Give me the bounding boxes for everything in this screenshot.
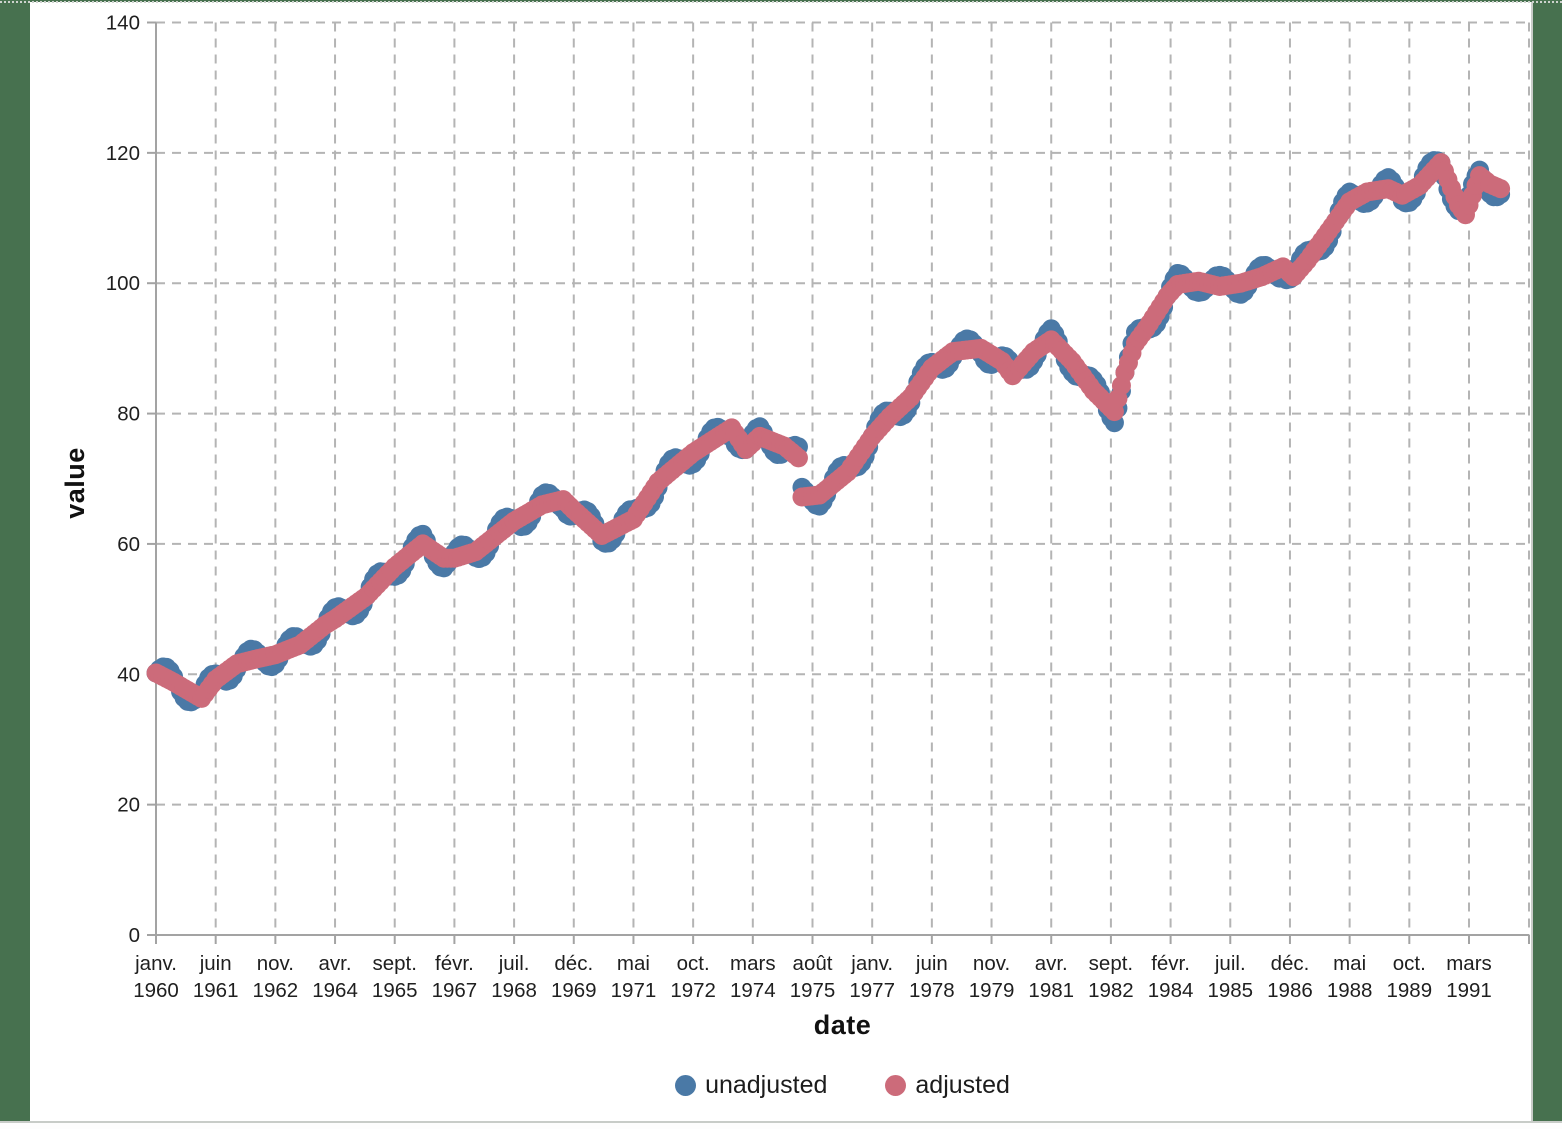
y-tick-label: 100 [106,272,140,295]
x-tick-label-month: juil. [1214,952,1246,975]
x-tick-label-month: déc. [1271,952,1310,975]
x-tick-label-year: 1967 [432,979,478,1002]
x-tick-label-month: nov. [257,952,294,975]
x-tick-label-month: févr. [1151,952,1190,975]
legend-item-adjusted: adjusted [885,1071,1010,1100]
legend: unadjusted adjusted [156,1068,1529,1102]
x-tick-label-month: juin [915,952,948,975]
x-tick-label-year: 1988 [1327,979,1373,1002]
x-tick-label-year: 1985 [1207,979,1253,1002]
y-tick-label: 120 [106,142,140,165]
x-tick-label-year: 1981 [1028,979,1074,1002]
x-tick-label-year: 1984 [1148,979,1194,1002]
x-tick-label-month: juil. [498,952,530,975]
x-tick-label-month: janv. [850,952,893,975]
x-tick-label-year: 1971 [611,979,657,1002]
x-tick-label-year: 1972 [670,979,716,1002]
x-tick-label-month: sept. [1089,952,1133,975]
y-tick-label: 60 [117,533,140,556]
x-tick-label-month: oct. [1393,952,1426,975]
panel-top-border [0,1,1562,3]
x-tick-label-month: mai [1333,952,1366,975]
x-tick-label-year: 1974 [730,979,776,1002]
axes [147,21,1530,944]
x-axis-title: date [813,1010,872,1040]
legend-label-unadjusted: unadjusted [705,1070,828,1099]
x-tick-label-year: 1960 [133,979,179,1002]
series-adjusted [146,153,1511,708]
series-unadjusted [146,151,1511,712]
x-tick-label-year: 1968 [491,979,537,1002]
y-tick-label: 0 [129,924,140,947]
panel-bottom-strip [0,1123,1562,1129]
gridlines [156,21,1530,935]
x-tick-label-month: déc. [554,952,593,975]
x-tick-label-month: sept. [373,952,417,975]
x-tick-label-year: 1961 [193,979,239,1002]
x-tick-label-year: 1979 [969,979,1015,1002]
x-tick-label-month: juin [199,952,232,975]
panel-bottom-border [0,1121,1562,1123]
legend-dot-adjusted-icon [885,1074,907,1096]
y-tick-label: 40 [117,663,140,686]
y-tick-label: 20 [117,794,140,817]
x-tick-label-month: mars [1446,952,1492,975]
legend-label-adjusted: adjusted [915,1070,1010,1099]
y-axis-title: value [60,447,90,519]
x-tick-label-year: 1986 [1267,979,1313,1002]
x-tick-label-month: janv. [134,952,177,975]
y-tick-label: 140 [106,12,140,35]
x-tick-label-month: avr. [319,952,352,975]
x-tick-label-year: 1964 [312,979,358,1002]
y-tick-label: 80 [117,403,140,426]
x-tick-label-year: 1962 [253,979,299,1002]
x-tick-label-month: avr. [1035,952,1068,975]
tick-labels: 0 20 40 60 80 100 120 140 janv. 1960 juin 1961 nov. 1… [106,12,1492,1003]
x-tick-label-month: févr. [435,952,474,975]
x-tick-label-month: oct. [677,952,710,975]
x-tick-label-month: mai [617,952,650,975]
legend-dot-unadjusted-icon [675,1074,697,1096]
x-tick-label-year: 1969 [551,979,597,1002]
x-tick-label-year: 1989 [1387,979,1433,1002]
legend-item-unadjusted: unadjusted [675,1071,827,1100]
x-tick-label-month: mars [730,952,776,975]
x-tick-label-year: 1991 [1446,979,1492,1002]
x-tick-label-month: nov. [973,952,1010,975]
x-tick-label-month: août [793,952,833,975]
x-tick-label-year: 1978 [909,979,955,1002]
x-tick-label-year: 1965 [372,979,418,1002]
x-tick-label-year: 1975 [790,979,836,1002]
x-tick-label-year: 1977 [849,979,895,1002]
x-tick-label-year: 1982 [1088,979,1134,1002]
